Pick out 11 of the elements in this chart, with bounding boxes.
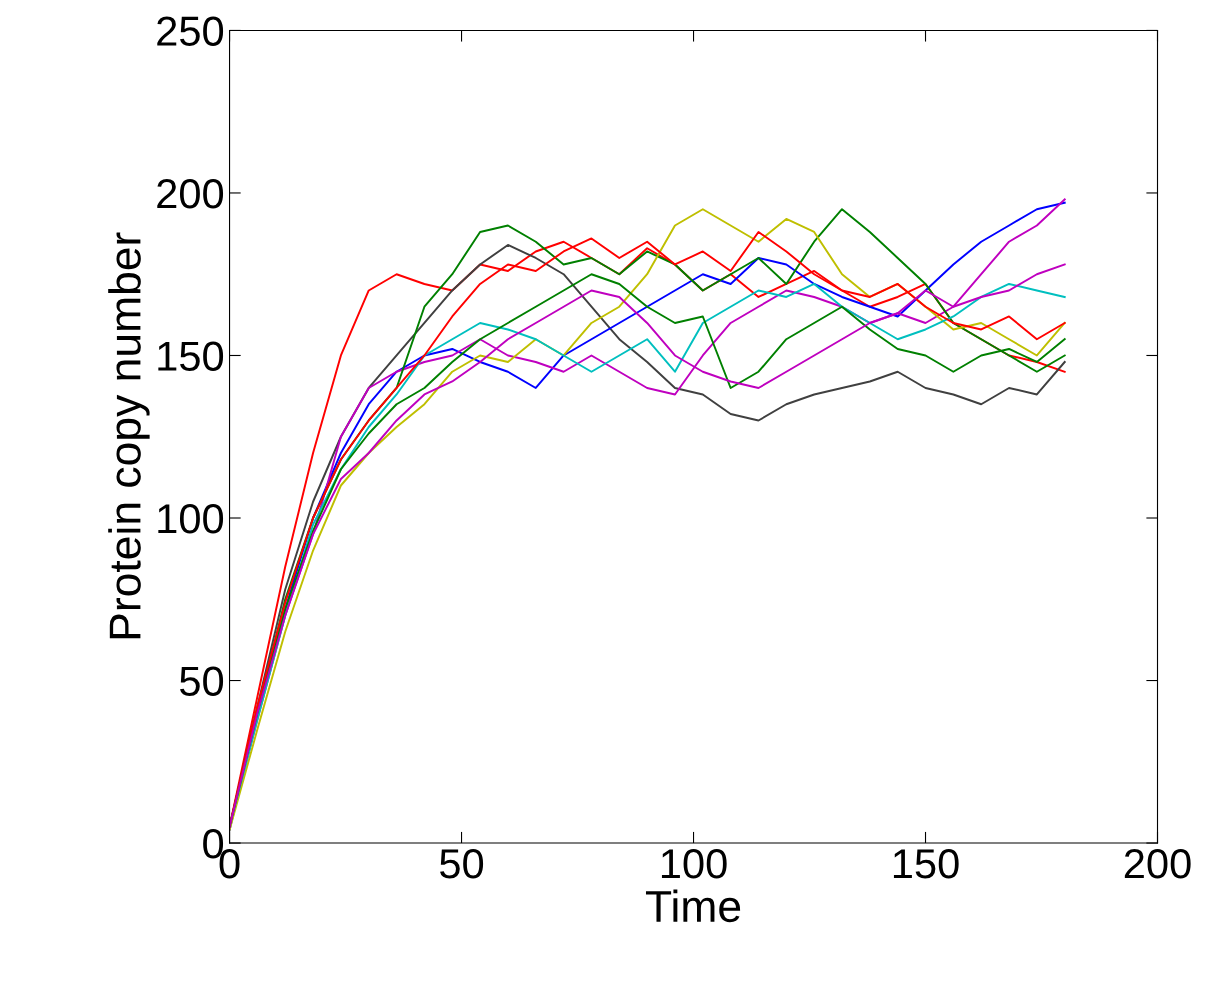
y-tick-label: 150 <box>158 341 224 371</box>
y-tick-label: 100 <box>158 504 224 534</box>
x-tick-label: 100 <box>661 849 727 879</box>
y-tick-label: 200 <box>157 178 224 209</box>
y-tick-label: 50 <box>180 666 224 697</box>
x-axis-title: Time <box>645 889 741 923</box>
x-tick-label: 150 <box>893 849 959 879</box>
x-tick-label: 200 <box>1124 849 1191 879</box>
y-axis-title: Protein copy number <box>108 232 150 639</box>
x-tick-label: 50 <box>440 849 484 879</box>
y-tick-label: 250 <box>157 16 224 46</box>
